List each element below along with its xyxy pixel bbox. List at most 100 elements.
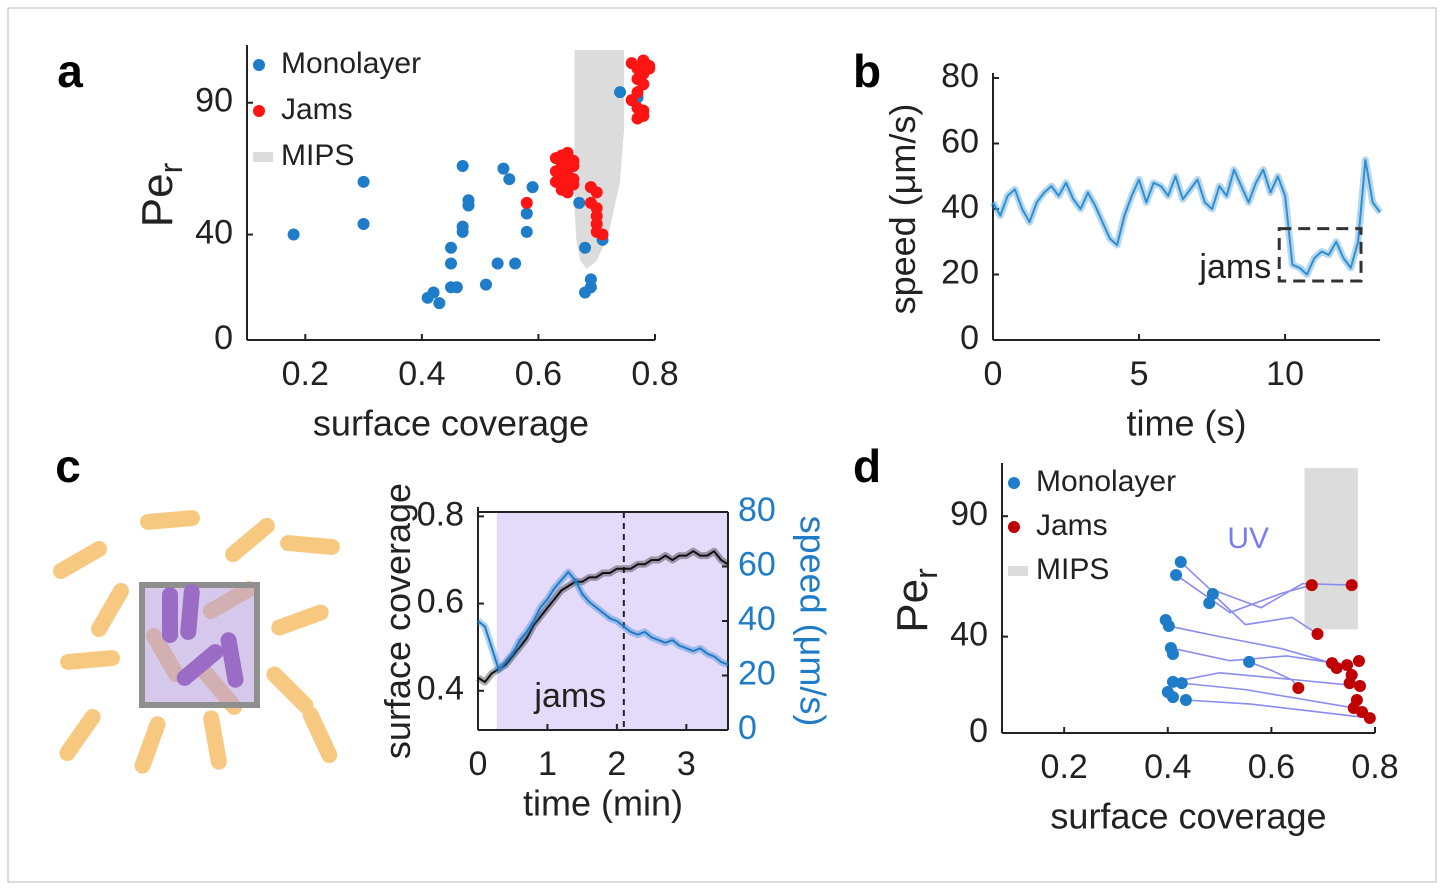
jammed-bacteria (162, 584, 244, 688)
point (1174, 555, 1187, 568)
point (456, 220, 469, 233)
x-tick-label: 0 (984, 355, 1003, 393)
x-tick-label: 0.4 (398, 355, 445, 393)
point (1305, 579, 1318, 592)
y-tick-label: 0.4 (417, 670, 464, 708)
y2-tick-label: 60 (738, 545, 776, 583)
y2-axis-label: speed (μm/s) (792, 516, 833, 727)
x-tick-label: 2 (607, 745, 626, 783)
trajectory (1168, 625, 1333, 664)
point (579, 241, 592, 254)
bacterium (140, 510, 200, 530)
span-label: jams (533, 677, 606, 715)
mips-region (574, 50, 625, 269)
point (520, 207, 533, 220)
panel-label: c (55, 440, 81, 492)
panel-label: d (853, 440, 881, 492)
point (596, 228, 609, 241)
y-tick-label: 0.6 (417, 583, 464, 621)
y-axis-label: speed (μm/s) (882, 104, 923, 315)
point (1311, 627, 1324, 640)
point (520, 196, 533, 209)
point (1353, 680, 1366, 693)
panel-label: b (853, 45, 881, 97)
trajectory (1175, 574, 1313, 614)
point (526, 181, 539, 194)
trajectory (1212, 593, 1318, 635)
legend-label: Jams (281, 93, 353, 126)
y-tick-label: 40 (950, 616, 988, 654)
x-tick-label: 3 (677, 745, 696, 783)
point (561, 186, 574, 199)
point (1292, 681, 1305, 694)
bacterium (134, 716, 166, 774)
bacterium (220, 632, 244, 688)
point (1179, 693, 1192, 706)
y-axis-label: Per (133, 162, 190, 227)
bacterium (176, 644, 224, 686)
legend-swatch (1008, 521, 1020, 533)
y-axis-label-main: surface coverage (377, 483, 418, 759)
bacterium (180, 584, 200, 640)
y-tick-label: 0 (960, 319, 979, 357)
point (509, 257, 522, 270)
bacterium (302, 707, 338, 763)
point (1341, 659, 1354, 672)
point (1170, 568, 1183, 581)
y-axis-label-main: Pe (888, 579, 937, 633)
point (1166, 675, 1179, 688)
point (1162, 620, 1175, 633)
bacterium (59, 708, 101, 762)
y-axis-label-main: Pe (133, 173, 182, 227)
point (462, 199, 475, 212)
jam-label: jams (1198, 248, 1271, 286)
y-tick-label: 40 (195, 214, 233, 252)
point (1203, 597, 1216, 610)
bacterium (162, 587, 178, 643)
x-axis-label: time (s) (1127, 403, 1247, 444)
legend-label: MIPS (281, 139, 354, 172)
point (497, 162, 510, 175)
x-tick-label: 5 (1130, 355, 1149, 393)
point (445, 241, 457, 254)
bacterium (52, 541, 108, 579)
x-tick-label: 0.8 (631, 355, 678, 393)
point (357, 175, 370, 188)
x-axis-label: surface coverage (1050, 796, 1326, 837)
point (456, 160, 469, 172)
point (1352, 654, 1365, 667)
y-tick-label: 90 (195, 82, 233, 120)
point (1343, 677, 1356, 690)
jam-span (496, 512, 728, 730)
y-tick-label: 0 (969, 712, 988, 750)
point (614, 86, 627, 99)
x-tick-label: 0.8 (1351, 748, 1398, 786)
x-tick-label: 0.6 (1248, 748, 1295, 786)
line (477, 571, 729, 671)
y-tick-label: 0 (214, 319, 233, 357)
bacterium (225, 517, 275, 563)
legend-swatch (253, 105, 265, 117)
legend-swatch (253, 59, 265, 71)
y-tick-label: 60 (941, 122, 979, 160)
point (503, 173, 516, 186)
field-of-view (139, 582, 260, 708)
point (1175, 677, 1188, 690)
annotation: UV (1227, 522, 1269, 555)
panel-label: a (57, 45, 83, 97)
y2-tick-label: 40 (738, 600, 776, 638)
legend-label: Jams (1036, 509, 1108, 542)
y-axis-label-sub: r (153, 162, 189, 173)
point (1166, 647, 1179, 660)
y-axis-label-main: speed (μm/s) (882, 104, 923, 315)
point (357, 218, 370, 230)
y-tick-label: 40 (941, 188, 979, 226)
point (450, 281, 463, 294)
point (427, 286, 440, 299)
x-axis-label: time (min) (523, 783, 683, 824)
x-tick-label: 1 (538, 745, 557, 783)
y2-tick-label: 80 (738, 491, 776, 529)
y-axis-label: Per (888, 568, 945, 633)
jam-box (1277, 227, 1363, 283)
trajectory (1172, 671, 1361, 687)
